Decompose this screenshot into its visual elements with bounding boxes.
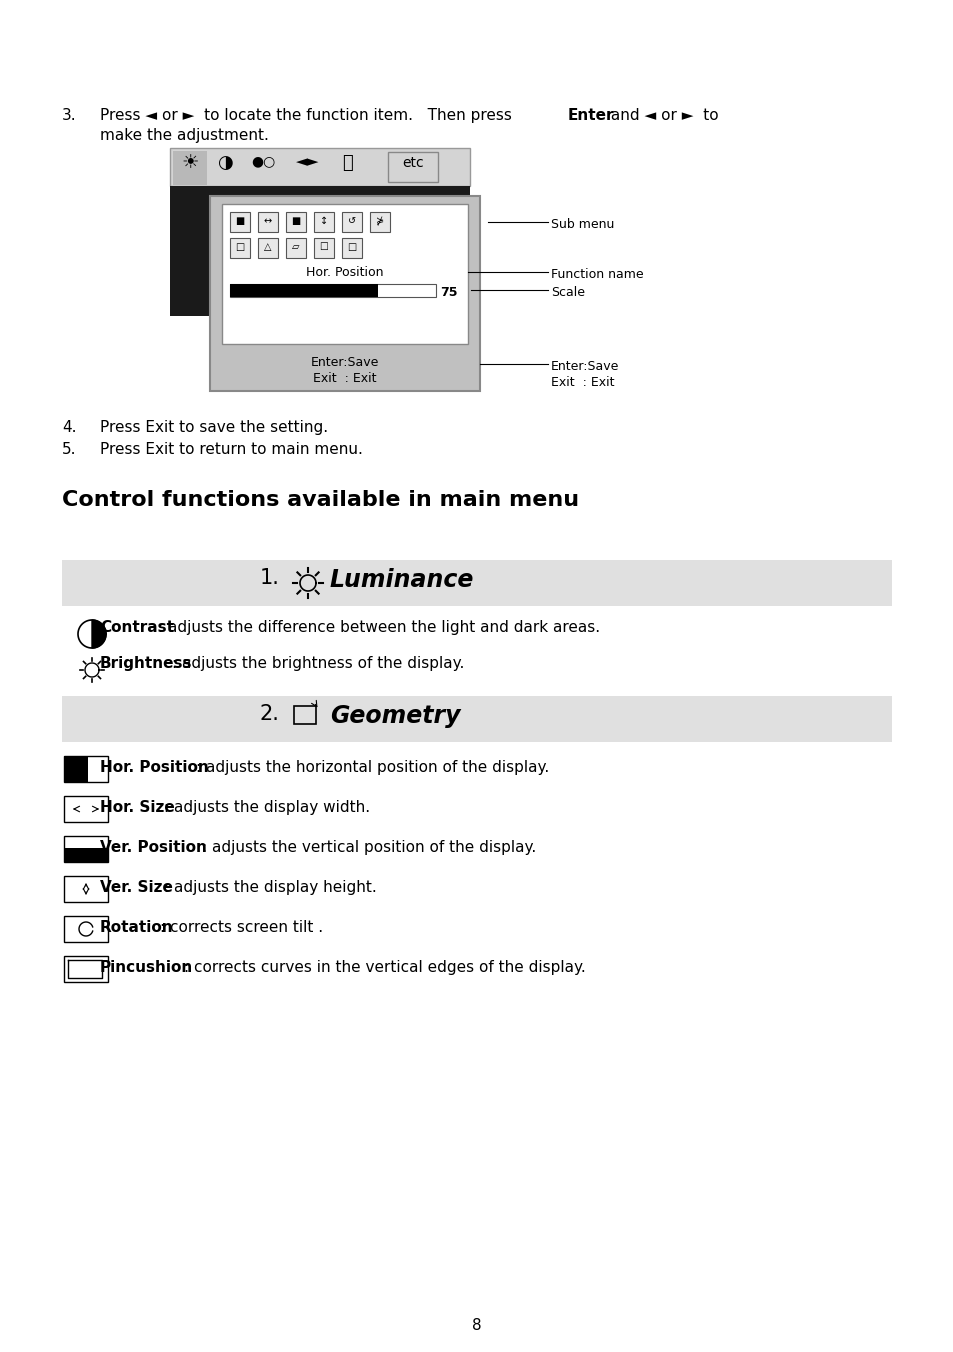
Text: Ver. Size: Ver. Size	[100, 880, 172, 895]
Text: : adjusts the display height.: : adjusts the display height.	[164, 880, 376, 895]
Bar	[222, 204, 468, 343]
Text: Press Exit to save the setting.: Press Exit to save the setting.	[100, 420, 328, 435]
Text: ◑: ◑	[217, 154, 233, 172]
Bar	[210, 196, 479, 391]
Text: Scale: Scale	[551, 287, 584, 299]
Text: 3.: 3.	[62, 108, 76, 123]
Bar	[64, 796, 108, 822]
Text: Geometry: Geometry	[330, 704, 460, 727]
Bar	[62, 696, 891, 742]
Text: Control functions available in main menu: Control functions available in main menu	[62, 489, 578, 510]
Bar	[370, 212, 390, 233]
Polygon shape	[91, 621, 106, 648]
Bar	[64, 756, 108, 781]
Text: Enter:Save: Enter:Save	[551, 360, 618, 373]
Text: □: □	[347, 242, 356, 251]
Text: : corrects screen tilt .: : corrects screen tilt .	[160, 919, 323, 936]
Text: 5.: 5.	[62, 442, 76, 457]
Bar	[170, 187, 470, 316]
Text: 1.: 1.	[260, 568, 279, 588]
Text: Hor. Position: Hor. Position	[306, 266, 383, 279]
Text: and ◄ or ►  to: and ◄ or ► to	[605, 108, 718, 123]
Bar	[230, 284, 377, 297]
Text: etc: etc	[402, 155, 423, 170]
Text: ■: ■	[291, 216, 300, 226]
Bar	[64, 756, 88, 781]
Text: ⋡: ⋡	[375, 216, 384, 226]
Bar	[341, 238, 361, 258]
Bar	[64, 836, 108, 863]
Text: 2.: 2.	[260, 704, 279, 725]
Text: Enter:Save: Enter:Save	[311, 356, 378, 369]
Text: Luminance: Luminance	[330, 568, 474, 592]
Bar	[230, 212, 250, 233]
Text: Ver. Position: Ver. Position	[100, 840, 207, 854]
Bar	[230, 284, 436, 297]
Bar	[294, 706, 315, 725]
Text: ☀: ☀	[181, 153, 198, 172]
Bar	[64, 848, 108, 863]
Bar	[388, 151, 437, 183]
Text: 4.: 4.	[62, 420, 76, 435]
Bar	[230, 238, 250, 258]
Text: make the adjustment.: make the adjustment.	[100, 128, 269, 143]
Text: Exit  : Exit: Exit : Exit	[551, 376, 614, 389]
Text: △: △	[264, 242, 272, 251]
Text: ↕: ↕	[319, 216, 328, 226]
Text: ◄►: ◄►	[296, 154, 319, 169]
Text: : adjusts the vertical position of the display.: : adjusts the vertical position of the d…	[202, 840, 536, 854]
Text: ↺: ↺	[348, 216, 355, 226]
Text: : adjusts the display width.: : adjusts the display width.	[164, 800, 370, 815]
Text: : adjusts the difference between the light and dark areas.: : adjusts the difference between the lig…	[158, 621, 599, 635]
Bar	[314, 212, 334, 233]
Text: ■: ■	[235, 216, 244, 226]
Text: : adjusts the brightness of the display.: : adjusts the brightness of the display.	[172, 656, 464, 671]
Text: Rotation: Rotation	[100, 919, 173, 936]
Bar	[172, 151, 207, 185]
Text: ▱: ▱	[292, 242, 299, 251]
Text: Enter: Enter	[567, 108, 614, 123]
Bar	[286, 212, 306, 233]
Bar	[314, 238, 334, 258]
Text: 8: 8	[472, 1318, 481, 1333]
Bar	[62, 560, 891, 606]
Text: Brightness: Brightness	[100, 656, 193, 671]
Text: Hor. Position: Hor. Position	[100, 760, 209, 775]
Text: Exit  : Exit: Exit : Exit	[313, 372, 376, 385]
Text: Hor. Size: Hor. Size	[100, 800, 174, 815]
Text: : corrects curves in the vertical edges of the display.: : corrects curves in the vertical edges …	[184, 960, 585, 975]
Bar	[257, 238, 277, 258]
Text: Contrast: Contrast	[100, 621, 173, 635]
Text: ☐: ☐	[319, 242, 328, 251]
Bar	[170, 147, 470, 187]
Bar	[286, 238, 306, 258]
Bar	[64, 876, 108, 902]
Text: Function name: Function name	[551, 268, 643, 281]
Bar	[257, 212, 277, 233]
Text: Pincushion: Pincushion	[100, 960, 193, 975]
Text: ●○: ●○	[251, 154, 274, 168]
Text: Sub menu: Sub menu	[551, 218, 614, 231]
Text: □: □	[235, 242, 244, 251]
Text: : adjusts the horizontal position of the display.: : adjusts the horizontal position of the…	[195, 760, 549, 775]
Text: ↔: ↔	[264, 216, 272, 226]
Bar	[341, 212, 361, 233]
Text: Ⓝ: Ⓝ	[342, 154, 353, 172]
Text: 75: 75	[439, 287, 457, 299]
Text: Press ◄ or ►  to locate the function item.   Then press: Press ◄ or ► to locate the function item…	[100, 108, 517, 123]
Bar	[64, 956, 108, 982]
Bar	[64, 917, 108, 942]
Text: Press Exit to return to main menu.: Press Exit to return to main menu.	[100, 442, 362, 457]
